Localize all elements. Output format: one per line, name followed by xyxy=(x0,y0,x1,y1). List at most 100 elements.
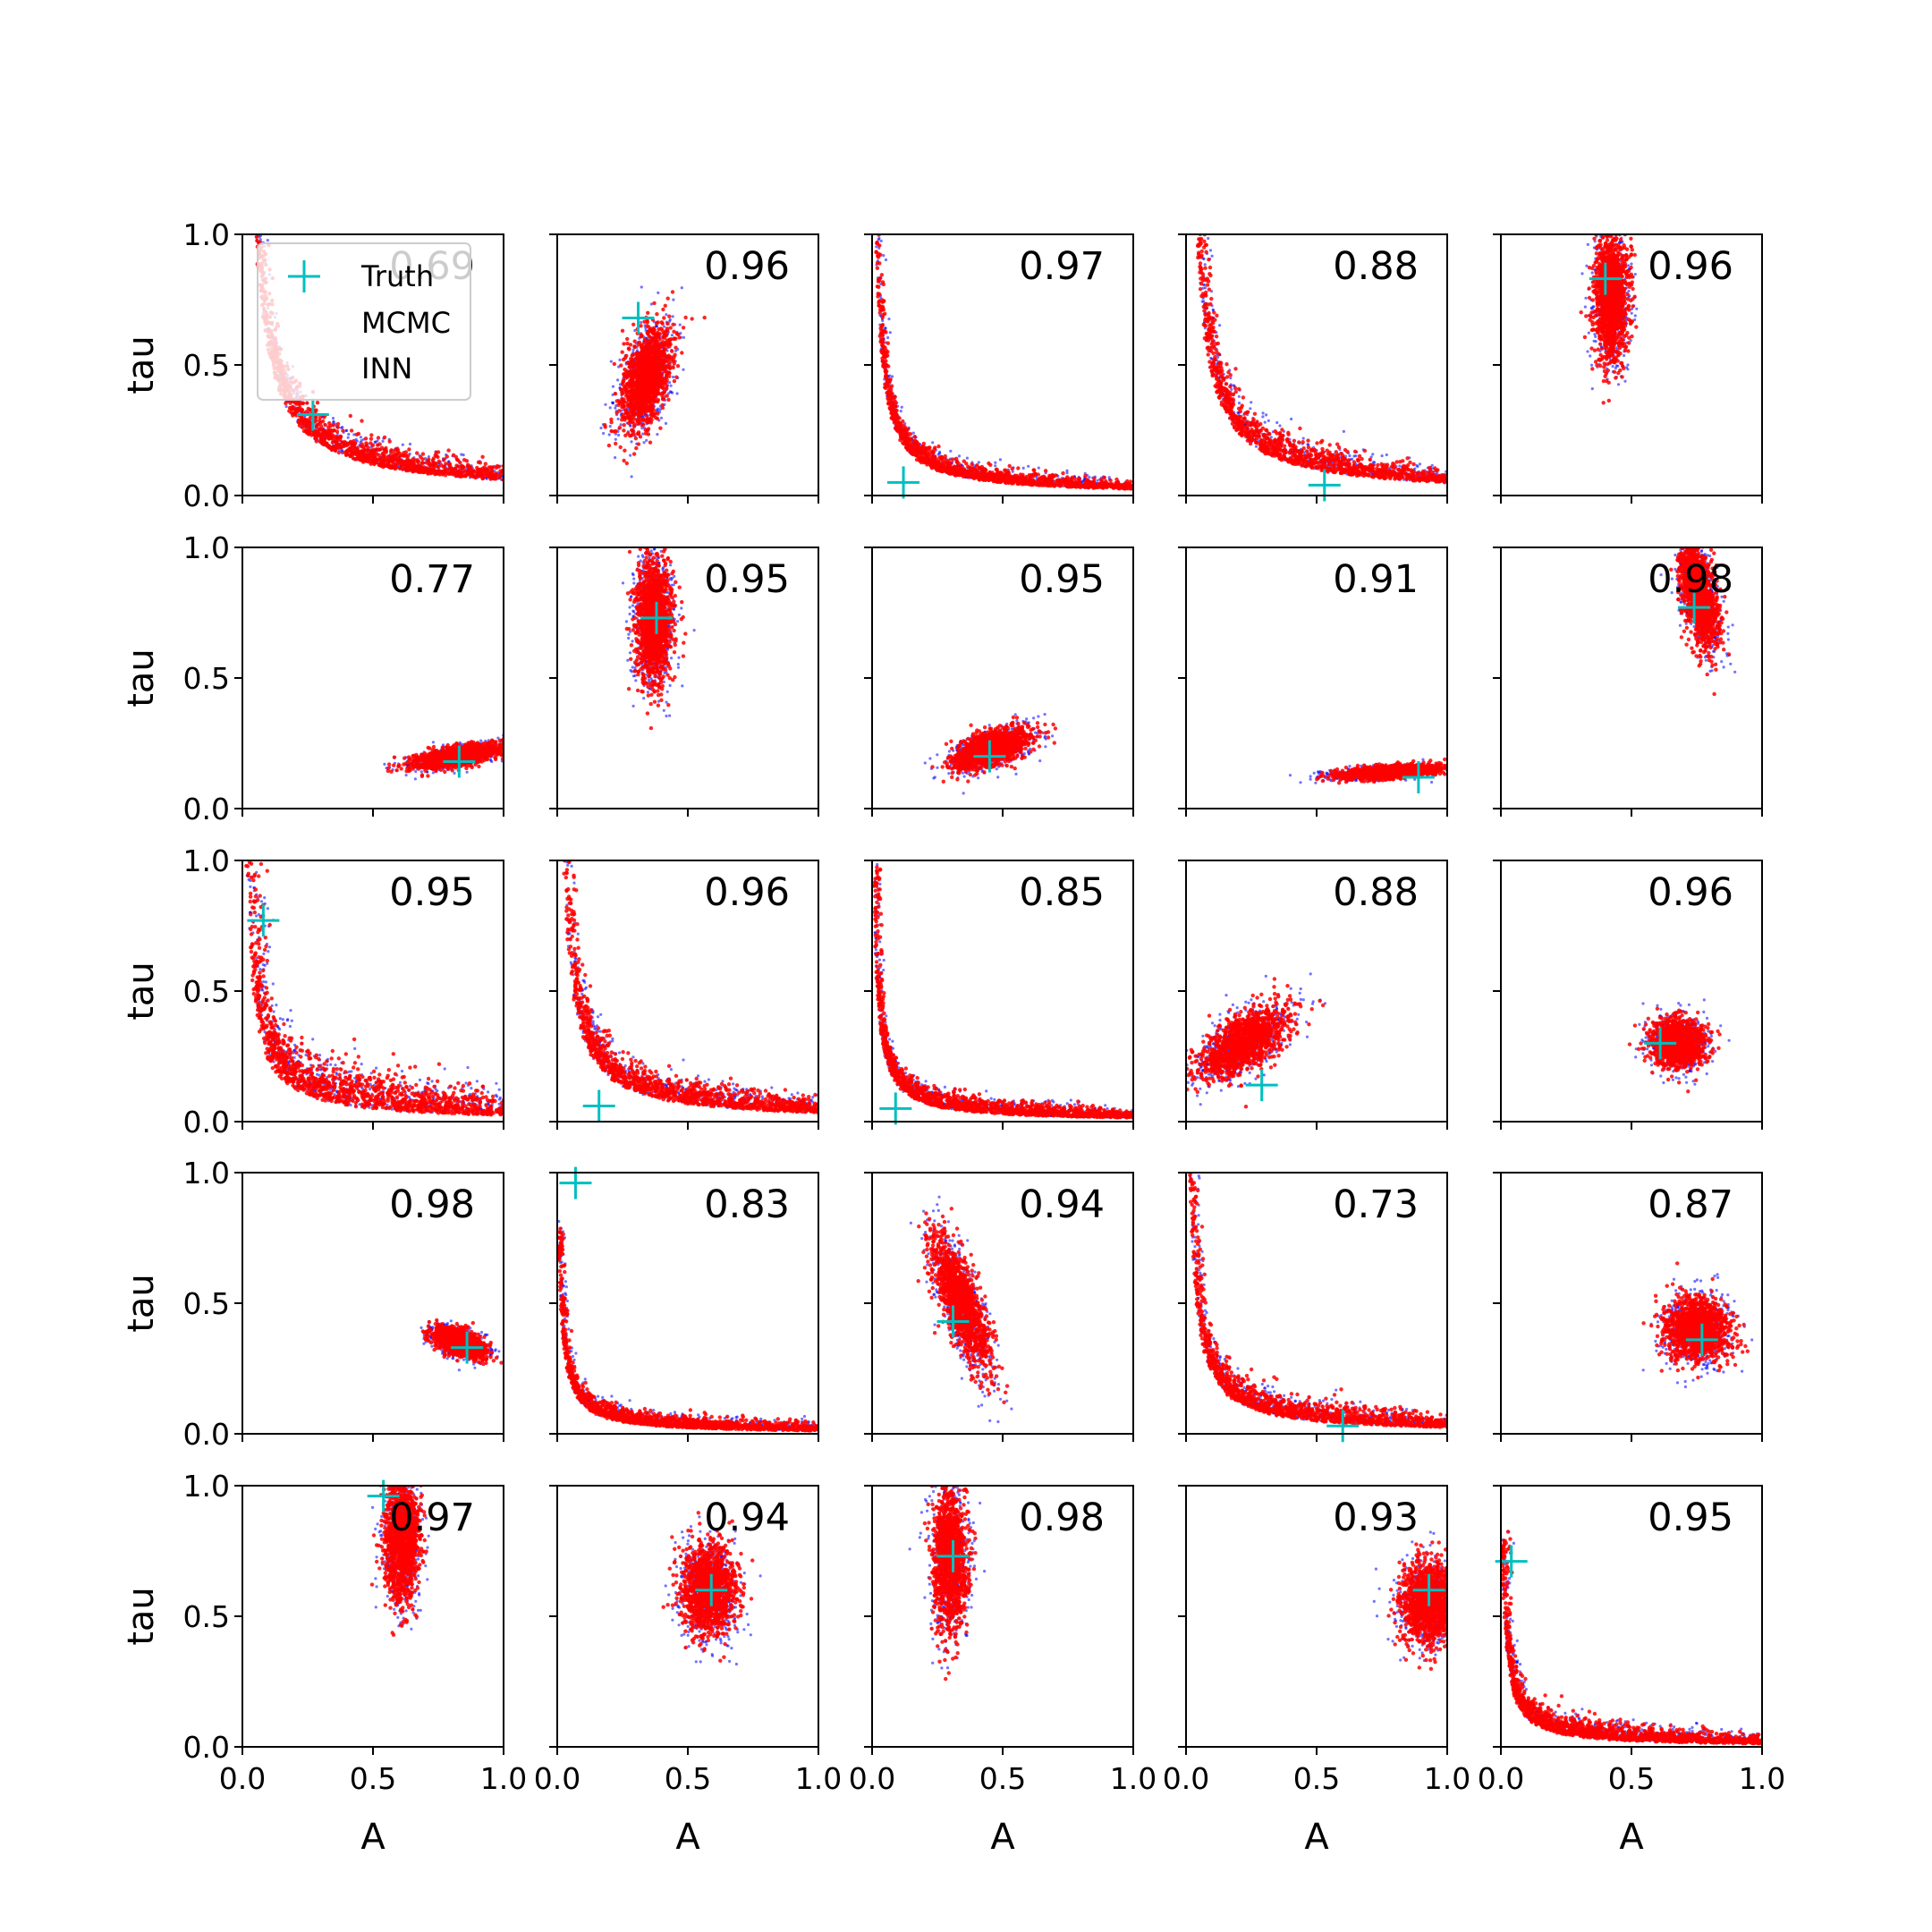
inn-point xyxy=(304,424,309,428)
inn-point xyxy=(622,372,626,377)
inn-point xyxy=(634,362,640,367)
inn-point xyxy=(621,357,626,362)
inn-point xyxy=(369,433,374,437)
mcmc-point xyxy=(949,449,953,453)
mcmc-point xyxy=(887,318,891,321)
inn-point xyxy=(622,400,626,404)
inn-point xyxy=(622,342,626,346)
inn-point xyxy=(308,423,313,428)
inn-point xyxy=(671,365,675,370)
inn-point xyxy=(908,432,913,436)
inn-point xyxy=(291,404,295,409)
inn-point xyxy=(317,427,322,432)
inn-point xyxy=(646,357,651,361)
inn-point xyxy=(631,386,636,392)
inn-point xyxy=(632,344,638,350)
inn-point xyxy=(660,394,665,399)
inn-point xyxy=(620,350,624,354)
mcmc-point xyxy=(659,416,664,419)
inn-point xyxy=(323,422,327,428)
inn-point xyxy=(702,315,707,320)
inn-point xyxy=(624,382,629,386)
inn-point xyxy=(458,461,462,465)
mcmc-point xyxy=(680,286,683,290)
mcmc-point xyxy=(373,440,377,444)
mcmc-point xyxy=(640,320,643,325)
inn-point xyxy=(641,402,647,407)
mcmc-point xyxy=(877,236,881,240)
inn-point xyxy=(683,315,688,320)
inn-point xyxy=(649,358,655,362)
inn-point xyxy=(431,456,436,461)
mcmc-point xyxy=(667,381,672,385)
inn-point xyxy=(473,475,478,480)
inn-point xyxy=(366,445,370,450)
inn-point xyxy=(643,347,648,352)
inn-point xyxy=(455,473,460,478)
inn-point xyxy=(360,445,364,449)
inn-point xyxy=(348,413,352,419)
inn-point xyxy=(639,369,644,375)
inn-point xyxy=(482,468,487,472)
inn-point xyxy=(658,326,664,331)
inn-point xyxy=(648,349,653,353)
mcmc-point xyxy=(1037,466,1040,470)
inn-point xyxy=(377,453,381,458)
mcmc-point xyxy=(609,360,613,363)
inn-point xyxy=(341,428,345,433)
mcmc-point xyxy=(640,285,643,289)
inn-point xyxy=(626,361,631,366)
inn-point xyxy=(639,324,643,328)
inn-point xyxy=(461,464,465,470)
mcmc-point xyxy=(669,384,673,387)
inn-point xyxy=(459,472,463,478)
inn-point xyxy=(603,423,607,428)
inn-point xyxy=(625,341,630,346)
mcmc-point xyxy=(630,440,633,444)
inn-point xyxy=(326,430,332,436)
inn-point xyxy=(342,444,346,449)
mcmc-point xyxy=(671,315,674,318)
inn-point xyxy=(666,357,672,362)
mcmc-point xyxy=(427,455,430,459)
inn-point xyxy=(359,453,363,458)
inn-point xyxy=(371,453,376,459)
mcmc-point xyxy=(682,368,685,371)
inn-point xyxy=(647,395,652,400)
inn-point xyxy=(395,450,401,455)
inn-point xyxy=(483,462,487,466)
inn-point xyxy=(648,372,652,377)
inn-point xyxy=(478,461,483,465)
inn-point xyxy=(479,470,484,475)
inn-point xyxy=(636,402,640,406)
mcmc-point xyxy=(616,378,620,382)
inn-point xyxy=(1069,477,1073,481)
inn-point xyxy=(404,460,410,464)
inn-point xyxy=(302,420,307,425)
mcmc-point xyxy=(607,433,611,436)
inn-point xyxy=(369,436,374,441)
inn-point xyxy=(340,440,344,445)
mcmc-point xyxy=(616,417,620,420)
inn-point xyxy=(650,392,656,396)
inn-point xyxy=(630,353,634,358)
inn-point xyxy=(296,420,301,425)
inn-point xyxy=(442,457,446,462)
y-tick-label: 0.5 xyxy=(183,348,230,383)
inn-point xyxy=(617,409,622,413)
inn-point xyxy=(659,320,664,325)
inn-point xyxy=(631,362,636,368)
inn-point xyxy=(646,390,650,394)
inn-point xyxy=(665,394,669,398)
inn-point xyxy=(324,434,329,439)
inn-point xyxy=(625,374,630,378)
inn-point xyxy=(620,328,625,333)
inn-point xyxy=(377,442,382,446)
inn-point xyxy=(618,445,623,450)
inn-point xyxy=(667,314,672,318)
mcmc-point xyxy=(460,453,463,456)
inn-point xyxy=(314,425,319,429)
inn-point xyxy=(626,420,631,426)
inn-point xyxy=(362,447,367,452)
inn-point xyxy=(415,451,419,455)
